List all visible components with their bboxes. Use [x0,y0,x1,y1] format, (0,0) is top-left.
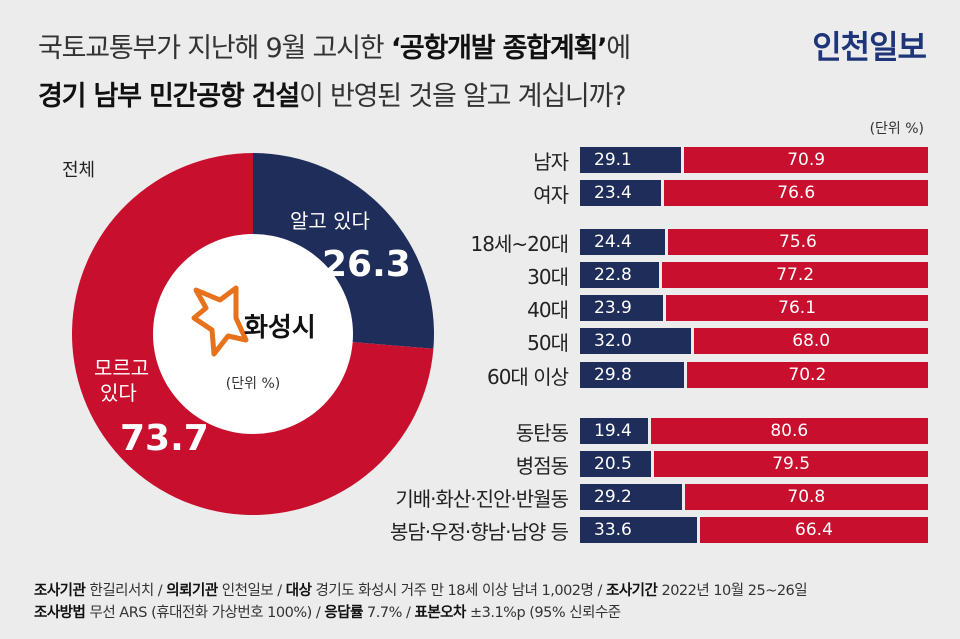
bar-row: 22.8 77.2 [580,262,928,288]
bar-segment-know: 29.1 [580,147,682,173]
title-line-2-bold: 경기 남부 민간공항 건설 [38,81,300,112]
footer-key: 조사기관 [34,583,86,599]
bar-row: 23.4 76.6 [580,180,928,206]
pie-know-label: 알고 있다 [290,209,370,233]
bar-row: 24.4 75.6 [580,229,928,255]
pie-dk-label-2: 있다 [100,381,137,405]
bar-segment-dont-know: 80.6 [647,418,928,444]
footer-value: 한길리서치 / [85,583,167,599]
bar-segment-dont-know: 76.1 [663,295,928,321]
title-line-1-plain: 국토교통부가 지난해 9월 고시한 [38,33,391,64]
bar-row: 19.4 80.6 [580,418,928,444]
bar-row-label: 30대 [527,265,569,289]
bar-segment-dont-know: 76.6 [661,180,928,206]
bar-segment-dont-know: 70.2 [683,362,928,388]
bar-row-label: 40대 [527,298,569,322]
bar-row-label: 기배·화산·진안·반월동 [395,487,569,511]
bar-segment-know: 20.5 [580,451,652,477]
bar-segment-dont-know: 77.2 [659,262,928,288]
bar-row-label: 18세~20대 [470,232,569,256]
footer-key: 표본오차 [414,605,466,621]
footer-key: 조사기간 [605,583,658,599]
bar-segment-dont-know: 79.5 [651,451,928,477]
bar-row-label: 봉담·우정·향남·남양 등 [389,520,569,544]
footer: 조사기관 한길리서치 / 의뢰기관 인천일보 / 대상 경기도 화성시 거주 만… [34,580,808,624]
bar-segment-know: 32.0 [580,328,692,354]
bar-row-label: 남자 [533,150,569,174]
bar-segment-know: 33.6 [580,517,697,543]
title-line-2: 경기 남부 민간공항 건설이 반영된 것을 알고 계십니까? [38,74,627,113]
bar-segment-dont-know: 75.6 [664,229,928,255]
bar-row: 20.5 79.5 [580,451,928,477]
unit-label: (단위 %) [869,121,924,137]
footer-value: 무선 ARS (휴대전화 가상번호 100%) / [85,605,325,621]
bar-row: 29.1 70.9 [580,147,928,173]
title-line-1-tail: 에 [606,33,631,64]
bar-segment-know: 22.8 [580,262,660,288]
footer-value: ±3.1%p (95% 신뢰수준 [465,605,621,621]
footer-value: 경기도 화성시 거주 만 18세 이상 남녀 1,002명 / [311,583,606,599]
bar-row: 23.9 76.1 [580,295,928,321]
bar-row-label: 60대 이상 [486,365,569,389]
footer-key: 의뢰기관 [166,583,218,599]
bar-segment-dont-know: 68.0 [691,328,928,354]
pie-center-logo-text: 화성시 [244,313,316,343]
footer-value: 2022년 10월 25~26일 [657,583,808,599]
bar-segment-know: 29.2 [580,484,682,510]
bar-row: 29.8 70.2 [580,362,928,388]
pie-center-logo-icon [191,285,249,357]
footer-line-1: 조사기관 한길리서치 / 의뢰기관 인천일보 / 대상 경기도 화성시 거주 만… [34,580,808,602]
bar-row-label: 여자 [533,183,569,207]
footer-key: 조사방법 [34,605,86,621]
bar-segment-dont-know: 70.9 [681,147,928,173]
bar-segment-know: 29.8 [580,362,684,388]
footer-value: 인천일보 / [217,583,286,599]
bar-row-label: 50대 [527,331,569,355]
bar-segment-know: 19.4 [580,418,648,444]
bar-segment-know: 24.4 [580,229,665,255]
bar-segment-know: 23.9 [580,295,664,321]
title-line-2-tail: 이 반영된 것을 알고 계십니까? [299,81,627,112]
bar-row: 33.6 66.4 [580,517,928,543]
bar-segment-dont-know: 70.8 [681,484,928,510]
bar-row-label: 병점동 [515,454,569,478]
bar-row: 29.2 70.8 [580,484,928,510]
footer-key: 응답률 [324,605,363,621]
title-line-1-bold: ‘공항개발 종합계획’ [390,33,608,64]
pie-dk-label-1: 모르고 [94,356,149,380]
bar-segment-dont-know: 66.4 [696,517,928,543]
bar-row: 32.0 68.0 [580,328,928,354]
pie-know-value: 26.3 [322,244,411,285]
pie-center-unit: (단위 %) [226,376,280,392]
title-line-1: 국토교통부가 지난해 9월 고시한 ‘공항개발 종합계획’에 [38,26,631,65]
bar-row-label: 동탄동 [515,421,569,445]
pie-dk-value: 73.7 [120,418,209,459]
footer-line-2: 조사방법 무선 ARS (휴대전화 가상번호 100%) / 응답률 7.7% … [34,602,807,624]
brand-logo: 인천일보 [812,28,927,66]
footer-value: 7.7% / [362,605,415,621]
bar-segment-know: 23.4 [580,180,662,206]
pie-center-hole [153,234,353,434]
pie-total-label: 전체 [62,160,96,181]
footer-key: 대상 [285,583,312,599]
